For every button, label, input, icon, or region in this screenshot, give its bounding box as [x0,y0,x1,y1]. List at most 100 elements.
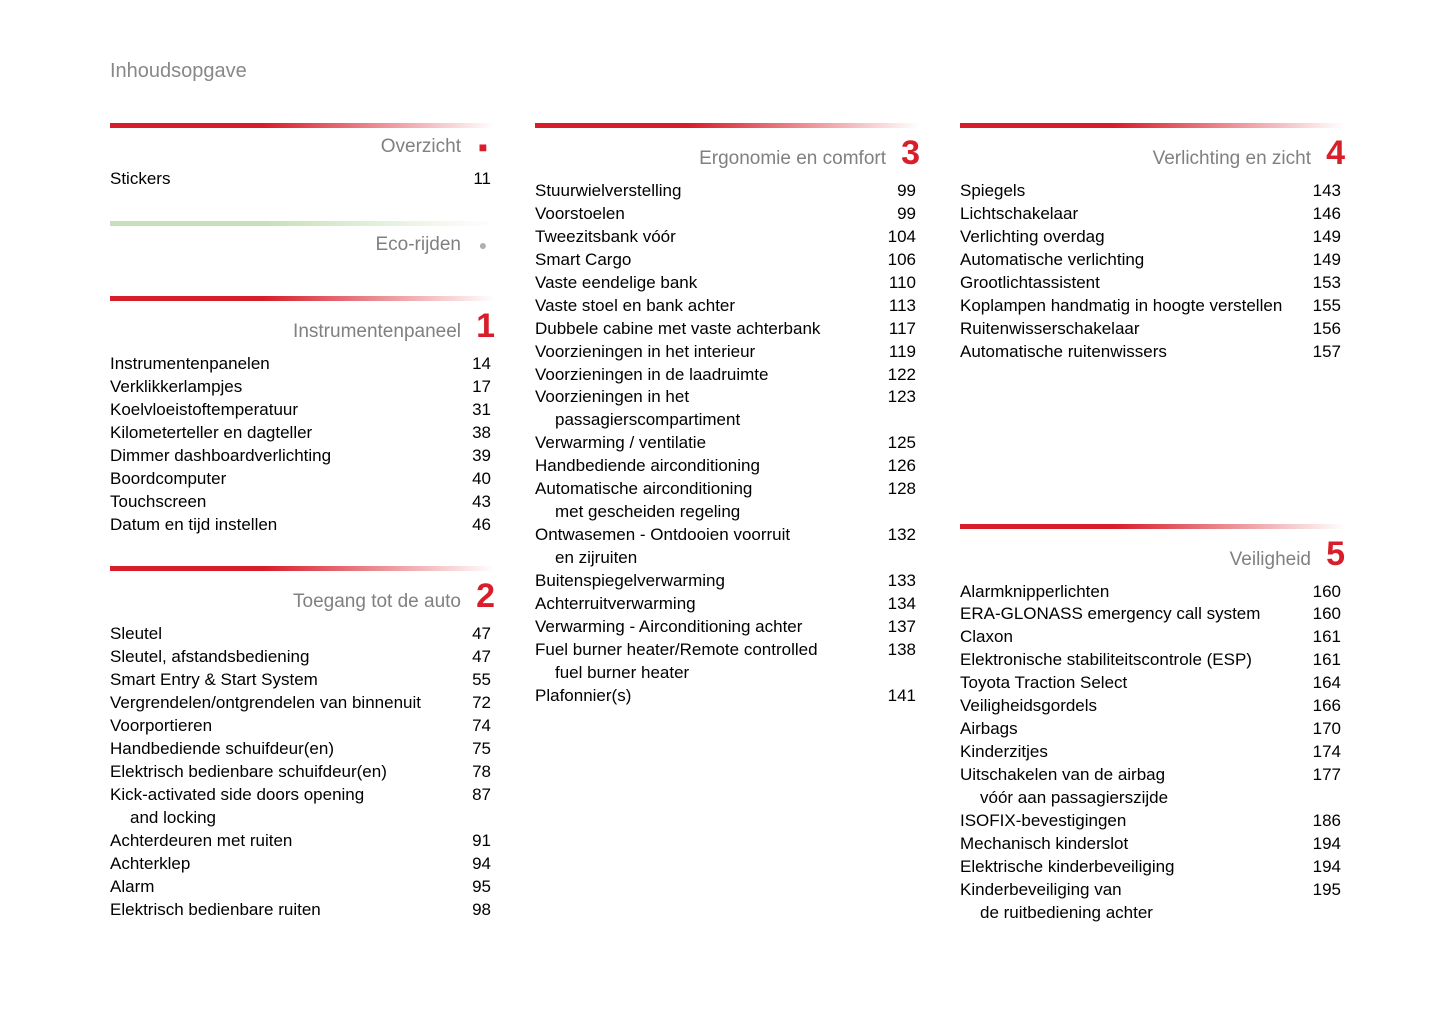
toc-item-page: 174 [1305,741,1341,764]
section-header: Overzicht■ [110,136,495,158]
toc-item-label-line1: Vaste eendelige bank [535,273,697,292]
toc-item-label-line1: Automatische ruitenwissers [960,342,1167,361]
toc-item-page: 170 [1305,718,1341,741]
toc-item-label: Tweezitsbank vóór [535,226,880,249]
toc-item-label: Automatische ruitenwissers [960,341,1305,364]
section-title: Veiligheid [1230,549,1311,571]
toc-item: Buitenspiegelverwarming133 [535,570,920,593]
toc-item-label-line1: Elektrisch bedienbare ruiten [110,900,321,919]
toc-item-label: Voorzieningen in hetpassagierscompartime… [535,386,880,432]
toc-item-label-line1: Achterdeuren met ruiten [110,831,292,850]
toc-item: ISOFIX-bevestigingen186 [960,810,1345,833]
toc-item-label: Vaste stoel en bank achter [535,295,880,318]
toc-item-label-line1: Handbediende airconditioning [535,456,760,475]
toc-item-page: 43 [455,491,491,514]
toc-item-label-line1: Datum en tijd instellen [110,515,277,534]
toc-item: Touchscreen43 [110,491,495,514]
toc-item: Handbediende airconditioning126 [535,455,920,478]
toc-item: Ruitenwisserschakelaar156 [960,318,1345,341]
toc-item-label: Airbags [960,718,1305,741]
toc-item: Voorstoelen 99 [535,203,920,226]
toc-item-label: Elektrisch bedienbare schuifdeur(en) [110,761,455,784]
toc-item-label: Smart Cargo [535,249,880,272]
toc-item-page: 132 [880,524,916,547]
toc-columns: Overzicht■Stickers11 Eco-rijden● Instrumen… [110,123,1345,955]
toc-item: Elektrisch bedienbare ruiten98 [110,899,495,922]
toc-item-label-line1: Buitenspiegelverwarming [535,571,725,590]
toc-item-label-line2: met gescheiden regeling [535,501,864,524]
toc-item-label: Elektrisch bedienbare ruiten [110,899,455,922]
toc-item: Vergrendelen/ontgrendelen van binnenuit7… [110,692,495,715]
toc-item-page: 87 [455,784,491,807]
toc-item-label: Boordcomputer [110,468,455,491]
toc-item: Fuel burner heater/Remote controlledfuel… [535,639,920,685]
toc-item-page: 122 [880,364,916,387]
toc-item-page: 160 [1305,603,1341,626]
section-title: Ergonomie en comfort [699,148,886,170]
toc-item-label-line1: Toyota Traction Select [960,673,1127,692]
toc-item-page: 194 [1305,833,1341,856]
toc-item-label: Ontwasemen - Ontdooien voorruiten zijrui… [535,524,880,570]
toc-item-label: Uitschakelen van de airbag vóór aan passa… [960,764,1305,810]
toc-item-page: 91 [455,830,491,853]
toc-item-label-line1: Achterruitverwarming [535,594,696,613]
toc-list: Stuurwielverstelling99Voorstoelen99Tweez… [535,180,920,708]
toc-item-label-line1: Lichtschakelaar [960,204,1078,223]
section-number: 4 [1321,136,1345,170]
toc-section: Ergonomie en comfort3Stuurwielverstellin… [535,123,920,708]
toc-item-page: 161 [1305,649,1341,672]
toc-section: Eco-rijden● [110,221,495,266]
toc-item-label: Sleutel, afstandsbediening [110,646,455,669]
toc-item-label-line2: vóór aan passagierszijde [960,787,1289,810]
toc-item: Verklikkerlampjes17 [110,376,495,399]
toc-item-label-line1: Kinderbeveiliging van [960,880,1122,899]
toc-item-label: Handbediende schuifdeur(en) [110,738,455,761]
section-title: Verlichting en zicht [1153,148,1311,170]
toc-item-label-line1: Kilometerteller en dagteller [110,423,312,442]
toc-item-page: 146 [1305,203,1341,226]
page-title: Inhoudsopgave [110,60,1345,83]
toc-item: Sleutel47 [110,623,495,646]
toc-item-page: 110 [880,272,916,295]
toc-item: ERA-GLONASS emergency call system160 [960,603,1345,626]
toc-item-label-line1: Airbags [960,719,1018,738]
toc-item-page: 164 [1305,672,1341,695]
toc-item-label: Kick-activated side doors openingand loc… [110,784,455,830]
toc-item-label-line1: Vaste stoel en bank achter [535,296,735,315]
toc-item-label-line1: Koplampen handmatig in hoogte verstellen [960,296,1282,315]
toc-item-label-line1: Dimmer dashboardverlichting [110,446,331,465]
toc-item-page: 99 [880,203,916,226]
toc-item: Kinderzitjes 174 [960,741,1345,764]
toc-item-label: Elektrische kinderbeveiliging [960,856,1305,879]
toc-item-label-line1: Kinderzitjes [960,742,1048,761]
toc-item-page: 47 [455,646,491,669]
toc-item-label-line1: Voorportieren [110,716,212,735]
toc-item-label-line1: Automatische verlichting [960,250,1144,269]
toc-item: Voorzieningen in het interieur119 [535,341,920,364]
toc-item-label-line1: Fuel burner heater/Remote controlled [535,640,818,659]
toc-item-page: 95 [455,876,491,899]
section-title: Overzicht [381,136,461,158]
toc-section: Overzicht■Stickers11 [110,123,495,191]
toc-item-label: Plafonnier(s) [535,685,880,708]
toc-item-page: 166 [1305,695,1341,718]
toc-item-label-line1: Voorstoelen [535,204,625,223]
section-header: Verlichting en zicht 4 [960,136,1345,170]
toc-item-label-line1: Mechanisch kinderslot [960,834,1128,853]
toc-item: Spiegels143 [960,180,1345,203]
section-header: Toegang tot de auto2 [110,579,495,613]
toc-item-label: Instrumentenpanelen [110,353,455,376]
toc-item-label: Datum en tijd instellen [110,514,455,537]
toc-item-label: Dubbele cabine met vaste achterbank [535,318,880,341]
toc-item-label-line1: ISOFIX-bevestigingen [960,811,1126,830]
toc-item-label: Vergrendelen/ontgrendelen van binnenuit [110,692,455,715]
toc-item-label-line1: Uitschakelen van de airbag [960,765,1165,784]
toc-item: Elektrische kinderbeveiliging194 [960,856,1345,879]
toc-item-label: Verlichting overdag [960,226,1305,249]
toc-item-label: Voorportieren [110,715,455,738]
toc-item: Ontwasemen - Ontdooien voorruiten zijrui… [535,524,920,570]
toc-item-page: 75 [455,738,491,761]
toc-item: Automatische verlichting149 [960,249,1345,272]
section-bar [960,524,1345,529]
toc-item-label: Elektronische stabiliteitscontrole (ESP) [960,649,1305,672]
